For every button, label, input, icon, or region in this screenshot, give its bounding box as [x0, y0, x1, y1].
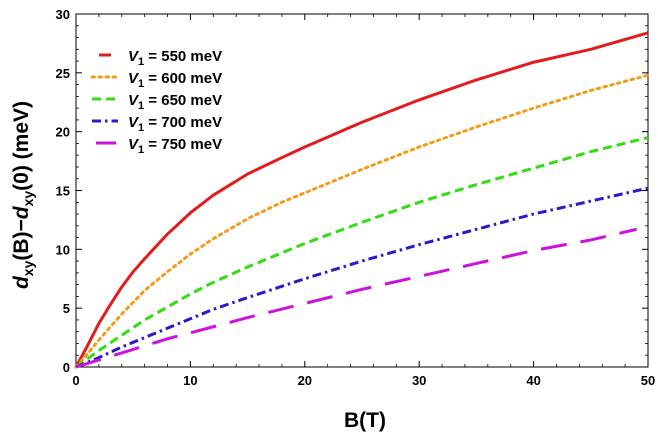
legend-var: V [128, 92, 140, 109]
legend-sub: 1 [138, 122, 144, 134]
y-axis-title-mid: (B)− [10, 219, 33, 260]
legend-sub: 1 [138, 100, 144, 112]
legend-var: V [128, 136, 140, 153]
series-line-5 [75, 227, 637, 369]
y-tick-label: 30 [56, 7, 70, 22]
series-group [74, 31, 650, 369]
y-axis-title-d1: d [10, 275, 33, 289]
y-axis-title-sub2: xy [20, 191, 36, 207]
y-tick-label: 20 [56, 125, 70, 140]
legend-sub: 1 [138, 56, 144, 68]
series-line-2 [74, 73, 650, 369]
legend-label-1: V1 = 550 meV [128, 48, 222, 68]
y-tick-label: 25 [56, 66, 70, 81]
legend-label-2: V1 = 600 meV [128, 70, 222, 90]
legend-sub: 1 [138, 144, 144, 156]
x-tick-label: 50 [641, 373, 655, 388]
x-axis-title: B(T) [344, 409, 386, 432]
legend-label-4: V1 = 700 meV [128, 114, 222, 134]
y-tick-label: 5 [63, 301, 70, 316]
series-line-4 [75, 186, 649, 369]
x-tick-label: 20 [298, 373, 312, 388]
y-tick-label: 0 [63, 360, 70, 375]
legend-name: = 600 meV [144, 70, 222, 87]
y-axis-title-tail: (0) (meV) [10, 101, 33, 191]
legend-sub: 1 [138, 78, 144, 90]
y-tick-label: 10 [56, 242, 70, 257]
plot-frame [75, 13, 649, 368]
legend-name: = 550 meV [144, 48, 222, 65]
x-tick-label: 0 [72, 373, 79, 388]
legend-var: V [128, 114, 140, 131]
legend-name: = 700 meV [144, 114, 222, 131]
legend-var: V [128, 70, 140, 87]
x-tick-label: 40 [526, 373, 540, 388]
legend-label-3: V1 = 650 meV [128, 92, 222, 112]
y-axis-title: dxy(B)−dxy(0) (meV) [10, 101, 36, 289]
x-tick-label: 10 [183, 373, 197, 388]
y-axis-title-d2: d [10, 205, 33, 219]
legend-var: V [128, 48, 140, 65]
y-axis-title-sub1: xy [20, 260, 36, 276]
legend-name: = 750 meV [144, 136, 222, 153]
legend-label-5: V1 = 750 meV [128, 136, 222, 156]
x-tick-label: 30 [412, 373, 426, 388]
y-tick-label: 15 [56, 184, 70, 199]
series-line-3 [75, 136, 649, 369]
plot-area: 0 10 20 30 40 50 0 5 10 15 20 25 30 [56, 7, 656, 388]
series-line-1 [74, 31, 649, 368]
legend-name: = 650 meV [144, 92, 222, 109]
